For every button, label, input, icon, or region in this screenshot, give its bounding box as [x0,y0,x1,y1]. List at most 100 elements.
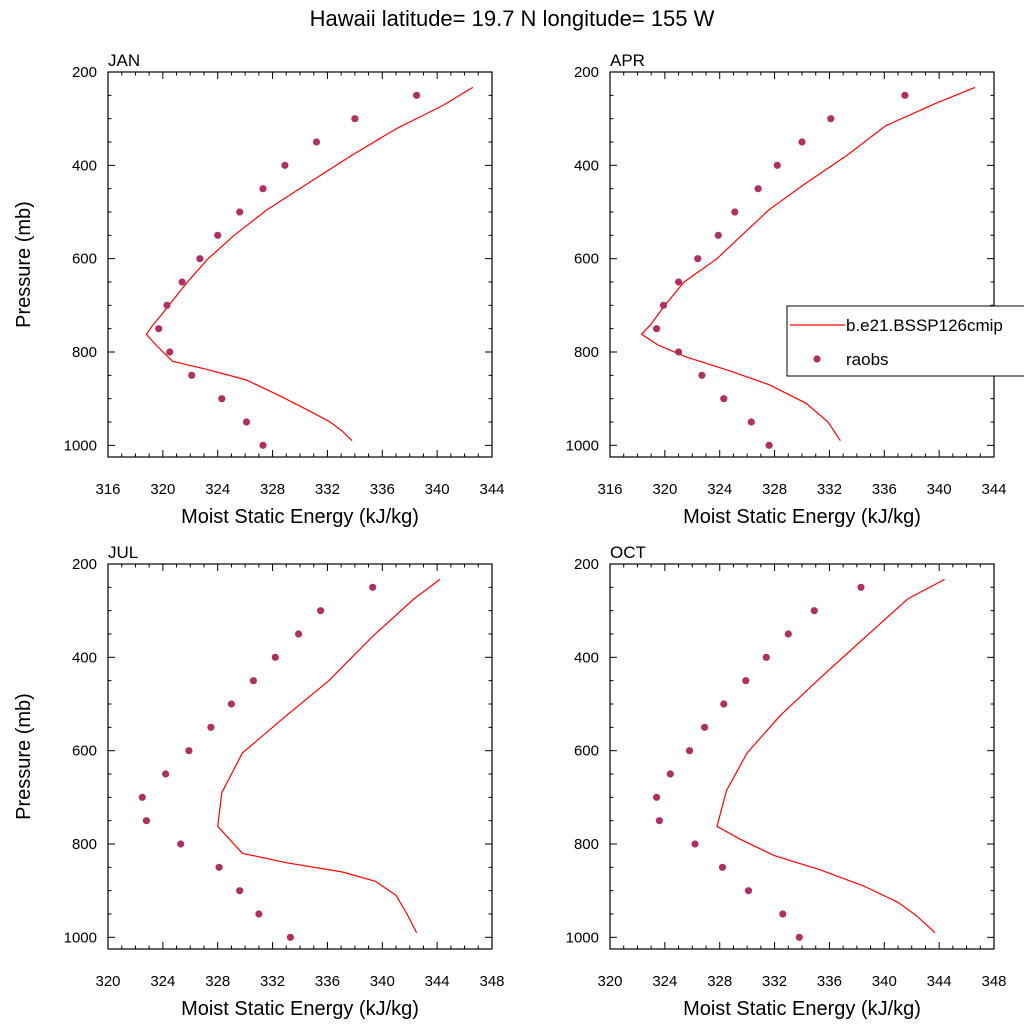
y-tick-label: 600 [72,251,97,268]
data-point-raobs [236,208,244,216]
data-point-raobs [369,583,377,591]
data-point-raobs [698,371,706,379]
y-tick-label: 800 [574,836,599,853]
data-point-raobs [177,840,185,848]
data-point-raobs [413,91,421,99]
panel-title: OCT [610,543,646,562]
y-axis-label: Pressure (mb) [13,693,35,820]
series-line-model [145,86,474,442]
data-point-raobs [312,138,321,146]
panels: JAN 316 320 324 328 332 336 340 344 Moist Static … [13,51,1007,1020]
x-tick-label: 324 [205,481,230,498]
y-tick-label: 600 [72,743,97,760]
x-tick-label: 324 [150,973,175,990]
data-point-raobs [242,418,251,426]
legend-marker-swatch [813,355,821,363]
data-point-raobs [653,325,661,333]
x-tick-label: 332 [260,973,285,990]
y-tick-label: 200 [574,556,599,573]
data-point-raobs [685,747,694,755]
y-tick-label: 800 [72,836,97,853]
x-tick-label: 320 [597,973,622,990]
panel-oct: OCT 320 324 328 332 336 340 344 348 Moist Static … [566,543,1007,1020]
x-tick-label: 328 [762,481,787,498]
x-tick-label: 332 [315,481,340,498]
data-point-raobs [901,91,909,99]
y-tick-label: 1000 [566,437,599,454]
data-point-raobs [742,677,750,685]
y-tick-label: 1000 [64,929,97,946]
data-point-raobs [747,418,755,426]
x-tick-label: 320 [95,973,120,990]
y-tick-label: 600 [574,743,599,760]
x-tick-label: 320 [652,481,677,498]
series-line-model [217,578,441,933]
data-point-raobs [215,863,223,871]
data-point-raobs [162,770,170,778]
data-point-raobs [701,723,709,731]
data-point-raobs [653,793,661,801]
x-tick-label: 332 [762,973,787,990]
data-point-raobs [259,441,267,449]
data-point-raobs [138,793,146,801]
x-axis-label: Moist Static Energy (kJ/kg) [683,506,921,528]
data-point-raobs [731,208,739,216]
x-tick-label: 336 [817,973,842,990]
y-tick-label: 200 [574,64,599,81]
x-tick-label: 344 [927,973,952,990]
data-point-raobs [691,840,699,848]
legend-box [786,305,1024,377]
x-axis-label: Moist Static Energy (kJ/kg) [181,506,419,528]
data-point-raobs [218,395,226,403]
data-point-raobs [163,301,171,309]
data-point-raobs [196,255,204,263]
x-tick-label: 344 [479,481,504,498]
x-tick-label: 344 [981,481,1006,498]
data-point-raobs [773,161,781,169]
x-axis-label: Moist Static Energy (kJ/kg) [683,998,921,1020]
y-axis-label: Pressure (mb) [13,201,35,328]
panel-jan: JAN 316 320 324 328 332 336 340 344 Moist Static … [13,51,505,528]
x-tick-label: 340 [927,481,952,498]
plot-frame [107,563,493,950]
x-tick-label: 332 [817,481,842,498]
plot-frame [609,71,995,458]
data-point-raobs [178,278,186,286]
y-tick-label: 400 [72,649,97,666]
data-point-raobs [714,231,722,239]
y-tick-label: 400 [72,157,97,174]
x-tick-label: 328 [205,973,230,990]
data-point-raobs [666,770,674,778]
y-tick-label: 1000 [64,437,97,454]
data-point-raobs [207,723,215,731]
x-tick-label: 324 [707,481,732,498]
panel-title: JUL [108,543,138,562]
y-tick-label: 400 [574,649,599,666]
plot-frame [107,71,493,458]
data-point-raobs [317,607,325,615]
figure-title: Hawaii latitude= 19.7 N longitude= 155 W [310,6,715,31]
series-line-model [716,578,945,934]
legend-label-raobs: raobs [846,350,889,369]
data-point-raobs [281,161,289,169]
data-point-raobs [827,115,835,123]
panel-apr: APR 316 320 324 328 332 336 340 344 Moist Static … [566,51,1007,528]
data-point-raobs [675,278,683,286]
legend: b.e21.BSSP126cmip raobs [786,305,1024,377]
data-point-raobs [236,887,244,895]
series-line-model [640,86,976,442]
x-tick-label: 316 [597,481,622,498]
x-tick-label: 348 [479,973,504,990]
data-point-raobs [754,185,762,193]
data-point-raobs [295,630,303,638]
data-point-raobs [779,910,787,918]
data-point-raobs [271,653,279,661]
data-point-raobs [255,910,263,918]
x-tick-label: 328 [707,973,732,990]
legend-label-model: b.e21.BSSP126cmip [846,316,1003,335]
data-point-raobs [762,653,770,661]
panel-jul: JUL 320 324 328 332 336 340 344 348 Moist Static … [13,543,505,1020]
data-point-raobs [188,371,196,379]
data-point-raobs [214,231,222,239]
